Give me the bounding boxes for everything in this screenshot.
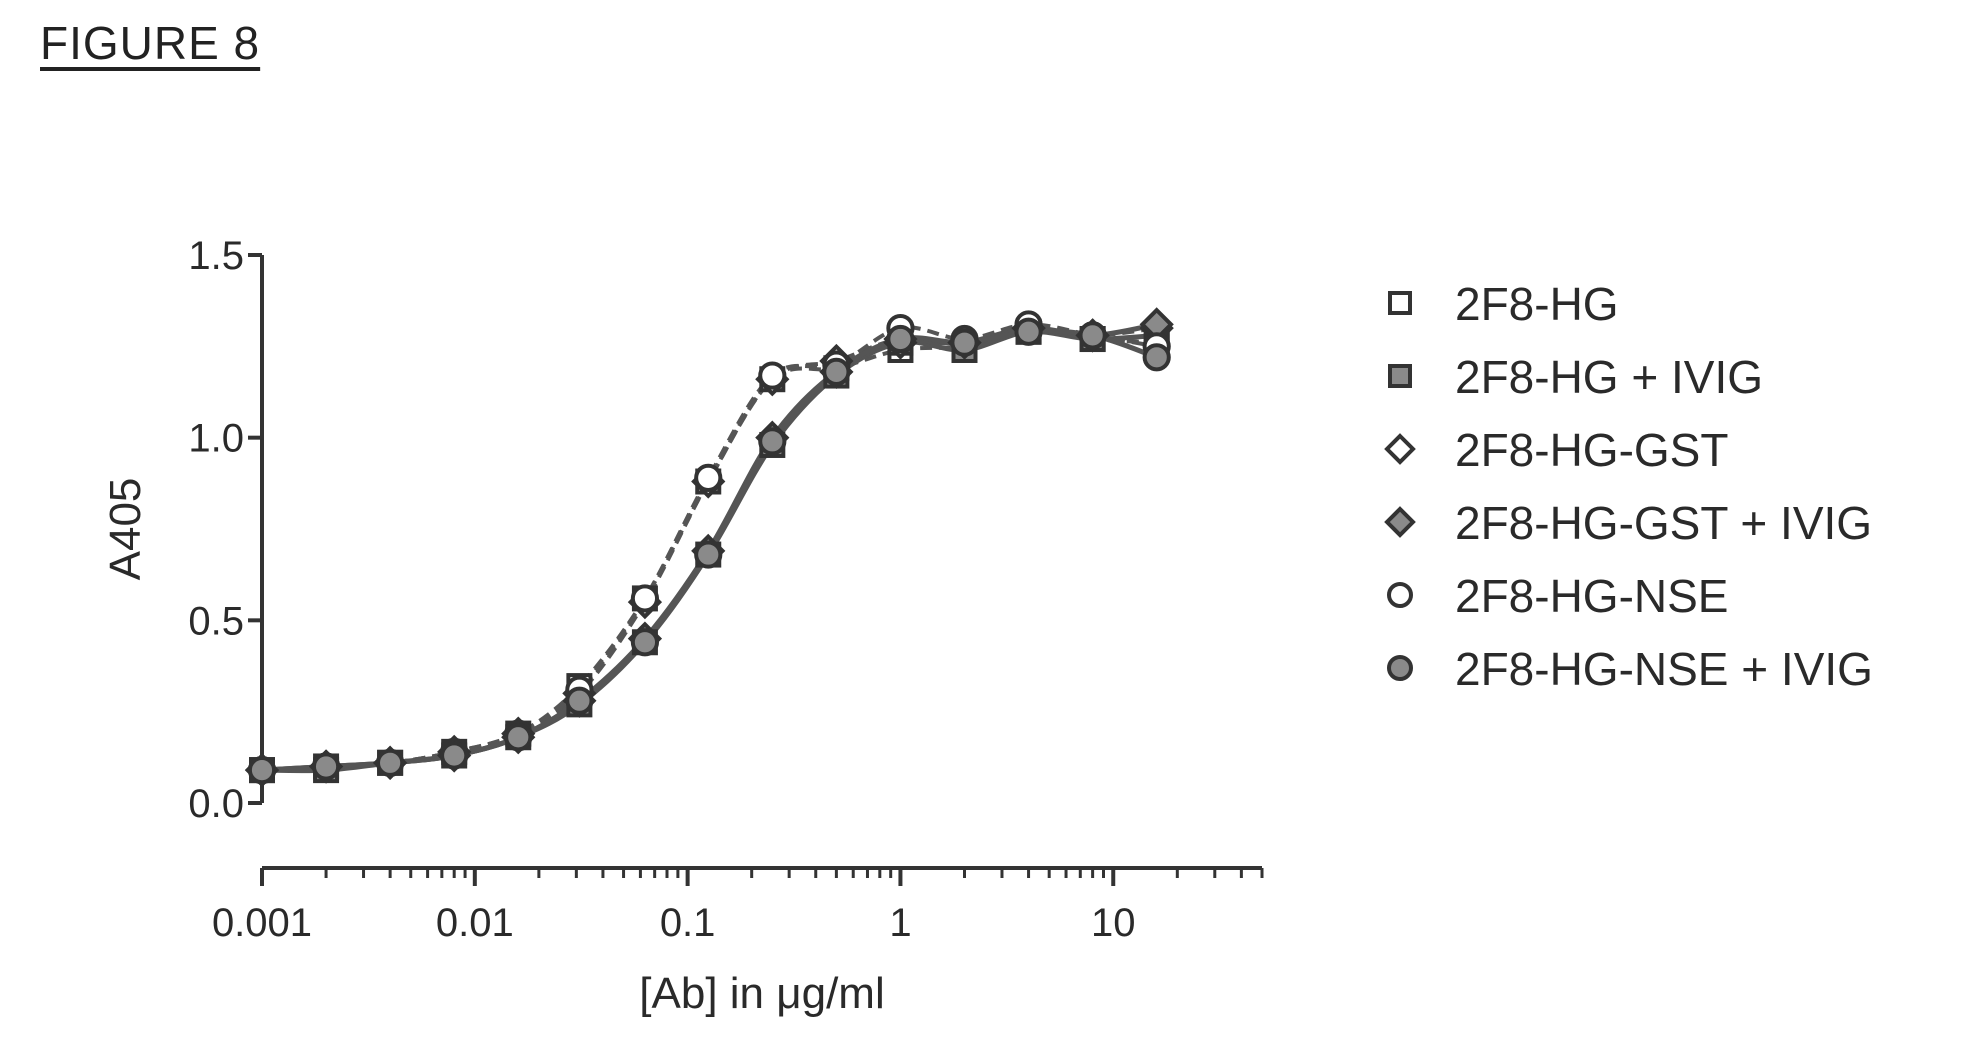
data-point <box>567 689 591 713</box>
data-point <box>633 630 657 654</box>
data-point <box>506 725 530 749</box>
data-point <box>696 466 720 490</box>
legend-label: 2F8-HG-NSE + IVIG <box>1455 643 1873 695</box>
legend-marker <box>1387 436 1413 462</box>
x-tick-label: 0.001 <box>212 901 312 945</box>
legend-label: 2F8-HG-GST <box>1455 424 1728 476</box>
data-point <box>314 754 338 778</box>
y-axis-title: A405 <box>101 478 150 581</box>
data-point <box>760 429 784 453</box>
y-tick-label: 0.5 <box>188 599 244 643</box>
data-point <box>760 363 784 387</box>
y-tick-label: 0.0 <box>188 782 244 826</box>
data-point <box>696 542 720 566</box>
legend-label: 2F8-HG + IVIG <box>1455 351 1763 403</box>
legend: 2F8-HG 2F8-HG + IVIG 2F8-HG-GST 2F8-HG-GST … <box>1387 278 1873 695</box>
legend-label: 2F8-HG <box>1455 278 1619 330</box>
data-point <box>888 327 912 351</box>
legend-label: 2F8-HG-NSE <box>1455 570 1728 622</box>
axes <box>248 255 1262 886</box>
data-point <box>633 586 657 610</box>
legend-label: 2F8-HG-GST + IVIG <box>1455 497 1872 549</box>
legend-marker <box>1387 509 1413 535</box>
data-point <box>824 360 848 384</box>
data-point <box>952 331 976 355</box>
data-point <box>1081 323 1105 347</box>
data-point <box>250 758 274 782</box>
legend-marker <box>1389 657 1411 679</box>
y-tick-label: 1.0 <box>188 417 244 461</box>
legend-marker <box>1390 366 1410 386</box>
x-tick-label: 10 <box>1091 901 1136 945</box>
data-point <box>378 751 402 775</box>
x-tick-label: 1 <box>889 901 911 945</box>
legend-marker <box>1390 293 1410 313</box>
data-point <box>1016 320 1040 344</box>
data-point <box>442 743 466 767</box>
data-points <box>248 310 1171 784</box>
x-tick-label: 0.01 <box>436 901 514 945</box>
x-tick-label: 0.1 <box>660 901 716 945</box>
x-axis-title: [Ab] in μg/ml <box>639 969 884 1018</box>
y-tick-label: 1.5 <box>188 234 244 278</box>
legend-marker <box>1389 584 1411 606</box>
data-point <box>1145 345 1169 369</box>
